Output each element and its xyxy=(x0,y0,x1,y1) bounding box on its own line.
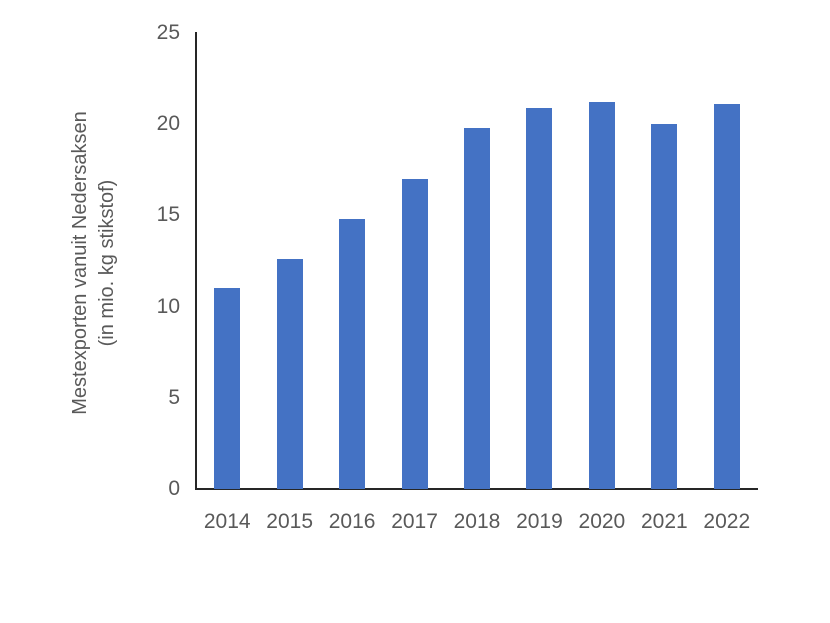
y-axis-title-line2: (in mio. kg stikstof) xyxy=(96,179,118,347)
x-tick-label-2018: 2018 xyxy=(453,510,501,533)
y-tick-label-0: 0 xyxy=(168,477,180,500)
x-tick-label-2022: 2022 xyxy=(703,510,751,533)
y-axis-title-line1: Mestexporten vanuit Nedersaksen xyxy=(69,111,91,415)
x-tick-label-2015: 2015 xyxy=(266,510,314,533)
bar-2020 xyxy=(588,102,615,489)
x-tick-label-2020: 2020 xyxy=(578,510,626,533)
x-tick-label-2017: 2017 xyxy=(391,510,438,533)
bar-2017 xyxy=(401,178,428,489)
y-tick-label-15: 15 xyxy=(156,203,180,227)
bar-2022 xyxy=(713,104,740,489)
x-axis-line xyxy=(195,488,758,490)
bar-2021 xyxy=(651,124,678,489)
y-tick-label-10: 10 xyxy=(156,294,180,318)
bar-2014 xyxy=(214,288,241,489)
bar-2016 xyxy=(339,219,366,489)
x-tick-label-2014: 2014 xyxy=(203,510,251,533)
x-tick-label-2019: 2019 xyxy=(516,510,563,533)
y-tick-label-5: 5 xyxy=(168,385,180,409)
y-tick-label-25: 25 xyxy=(156,21,180,44)
y-tick-label-20: 20 xyxy=(156,112,180,136)
bar-2018 xyxy=(464,127,490,489)
bar-2015 xyxy=(276,259,303,489)
y-axis-line xyxy=(195,32,197,490)
bar-2019 xyxy=(526,107,553,489)
x-tick-label-2021: 2021 xyxy=(640,510,688,533)
y-axis-title: Mestexporten vanuit Nedersaksen (in mio.… xyxy=(67,43,123,483)
x-tick-label-2016: 2016 xyxy=(328,510,376,533)
